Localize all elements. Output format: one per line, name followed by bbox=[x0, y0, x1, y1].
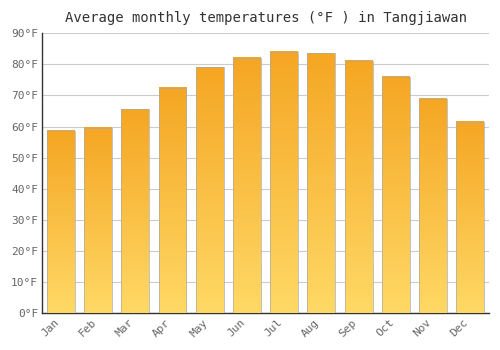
Bar bbox=[456, 122, 484, 313]
Bar bbox=[122, 110, 150, 313]
Bar bbox=[382, 77, 410, 313]
Bar bbox=[344, 61, 372, 313]
Bar bbox=[233, 58, 261, 313]
Bar bbox=[308, 54, 336, 313]
Bar bbox=[47, 131, 75, 313]
Bar bbox=[196, 68, 224, 313]
Bar bbox=[84, 128, 112, 313]
Bar bbox=[158, 88, 186, 313]
Bar bbox=[270, 52, 298, 313]
Title: Average monthly temperatures (°F ) in Tangjiawan: Average monthly temperatures (°F ) in Ta… bbox=[64, 11, 466, 25]
Bar bbox=[419, 99, 447, 313]
